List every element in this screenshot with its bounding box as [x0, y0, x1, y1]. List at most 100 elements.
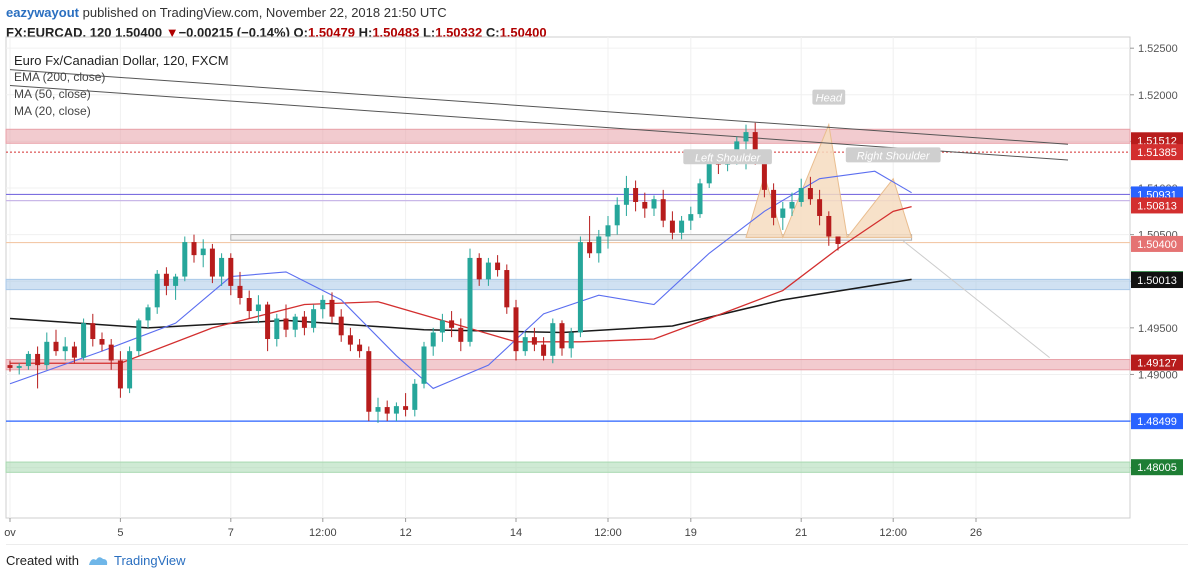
- candle-body: [219, 257, 225, 277]
- close-value: 1.50400: [499, 25, 547, 40]
- legend-ema200[interactable]: EMA (200, close): [14, 70, 106, 84]
- price-tag-label: 1.49127: [1137, 358, 1177, 370]
- candle-body: [7, 365, 13, 368]
- candle: [117, 351, 123, 398]
- price-tag-label: 1.50400: [1137, 239, 1177, 251]
- candle-body: [329, 299, 335, 317]
- candle-body: [182, 242, 188, 277]
- candle: [679, 215, 685, 240]
- candle: [173, 273, 179, 300]
- candle-body: [458, 327, 464, 342]
- candle: [44, 332, 50, 370]
- x-tick-label: 5: [117, 527, 123, 539]
- candle: [807, 176, 813, 205]
- candle-body: [817, 199, 823, 216]
- candle: [826, 211, 832, 246]
- candle-body: [623, 188, 629, 205]
- candle-body: [320, 299, 326, 310]
- candle-body: [237, 285, 243, 299]
- candle: [237, 271, 243, 305]
- candle: [798, 178, 804, 207]
- legend-ma20[interactable]: MA (20, close): [14, 104, 91, 118]
- candle-body: [200, 248, 206, 256]
- tradingview-brand[interactable]: TradingView: [87, 553, 186, 568]
- candle-body: [614, 204, 620, 226]
- candle-body: [807, 188, 813, 200]
- candle-body: [568, 332, 574, 349]
- y-tick-label: 1.52000: [1138, 90, 1178, 102]
- published-text: published on TradingView.com, November 2…: [82, 5, 447, 20]
- x-tick-label: 12:00: [309, 527, 337, 539]
- candle-body: [209, 248, 215, 277]
- down-arrow-icon: ▼: [165, 25, 179, 40]
- candle: [697, 178, 703, 218]
- candle: [53, 329, 59, 356]
- candle-body: [173, 276, 179, 286]
- candle: [16, 363, 22, 375]
- x-tick-label: 26: [970, 527, 982, 539]
- x-tick-label: 14: [510, 527, 522, 539]
- publish-line: eazywayout published on TradingView.com,…: [6, 3, 1126, 23]
- y-tick-label: 1.49500: [1138, 323, 1178, 335]
- head-shoulders-pattern: [745, 122, 913, 239]
- candle: [136, 318, 142, 356]
- candle-body: [430, 332, 436, 347]
- candle: [541, 337, 547, 361]
- candle: [633, 180, 639, 212]
- candle-body: [596, 236, 602, 254]
- candle-body: [90, 323, 96, 340]
- candle-body: [541, 344, 547, 356]
- candle: [642, 192, 648, 218]
- author-link[interactable]: eazywayout: [6, 5, 79, 20]
- candle: [522, 332, 528, 356]
- sr-zone: [5, 359, 1131, 371]
- candle-body: [485, 262, 491, 280]
- candle-body: [117, 360, 123, 389]
- plot-area: [5, 36, 1131, 519]
- candle-body: [366, 351, 372, 412]
- price-change: −0.00215 (−0.14%): [178, 25, 290, 40]
- candle: [35, 346, 41, 389]
- candle: [62, 337, 68, 361]
- brand-name: TradingView: [113, 553, 186, 568]
- candle-body: [633, 188, 639, 202]
- last-price: 1.50400: [115, 25, 163, 40]
- sr-zone: [5, 278, 1131, 291]
- candle: [495, 255, 501, 277]
- candle-body: [44, 341, 50, 366]
- pattern-label: Left Shoulder: [695, 152, 762, 164]
- x-tick-label: 12: [399, 527, 411, 539]
- x-tick-label: 19: [685, 527, 697, 539]
- pattern-label: Head: [816, 93, 843, 105]
- candle-body: [495, 262, 501, 271]
- created-with-text: Created with: [6, 553, 79, 568]
- x-tick-label: 21: [795, 527, 807, 539]
- candle-body: [752, 132, 758, 159]
- candle-body: [642, 201, 648, 209]
- price-tag-label: 1.48005: [1137, 462, 1177, 474]
- candle-body: [393, 406, 399, 414]
- candle-body: [163, 273, 169, 286]
- candle-body: [71, 346, 77, 358]
- ma20-line: [9, 170, 912, 390]
- price-tag-box: [1131, 197, 1183, 214]
- candle: [559, 320, 565, 356]
- candle-body: [421, 346, 427, 384]
- candle-body: [798, 188, 804, 202]
- candle: [81, 318, 87, 361]
- chart-legend: Euro Fx/Canadian Dollar, 120, FXCM EMA (…: [14, 52, 229, 120]
- legend-ma50[interactable]: MA (50, close): [14, 87, 91, 101]
- candle: [449, 311, 455, 338]
- y-tick-label: 1.52500: [1138, 43, 1178, 55]
- price-tag-label: 1.48499: [1137, 416, 1177, 428]
- candle: [596, 229, 602, 263]
- candle-body: [228, 257, 234, 286]
- price-tag-box: [1131, 272, 1183, 289]
- candle: [338, 309, 344, 342]
- candle-body: [651, 199, 657, 209]
- symbol-label: FX:EURCAD, 120: [6, 25, 112, 40]
- price-chart[interactable]: 1.525001.520001.515001.510001.505001.500…: [0, 0, 1188, 545]
- candle: [780, 201, 786, 230]
- candle-body: [154, 273, 160, 308]
- candle-body: [62, 346, 68, 352]
